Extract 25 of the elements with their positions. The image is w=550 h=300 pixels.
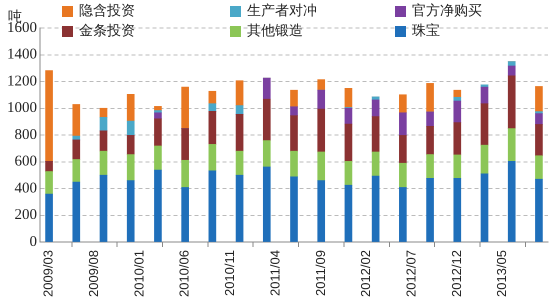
legend-label: 官方净购买: [412, 2, 482, 20]
y-tick-label: 1000: [7, 100, 37, 116]
y-tick-label: 1200: [7, 73, 37, 90]
x-tick-label: 2010/11: [222, 250, 238, 296]
x-tick-label: 2012/12: [448, 250, 464, 298]
x-tick-label: 2009/03: [40, 250, 56, 298]
x-tick-label: 2010/01: [131, 250, 146, 298]
y-tick-label: 200: [14, 207, 37, 224]
x-tick-label: 2012/02: [358, 250, 374, 298]
x-tick-label: 2013/05: [494, 250, 510, 298]
y-tick-label: 800: [14, 126, 37, 143]
x-tick-label: 2009/08: [86, 250, 102, 298]
x-tick-label: 2012/07: [404, 250, 419, 298]
y-tick-label: 0: [30, 234, 37, 250]
y-tick-label: 1400: [7, 46, 37, 63]
legend-label: 其他锻造: [247, 22, 303, 40]
legend-label: 珠宝: [412, 22, 440, 40]
legend-label: 隐含投资: [79, 2, 135, 20]
y-tick-label: 400: [14, 180, 37, 196]
x-tick-label: 2011/04: [267, 250, 282, 296]
x-tick-label: 2010/06: [176, 250, 192, 298]
legend-label: 金条投资: [79, 22, 135, 40]
x-tick-label: 2011/09: [312, 250, 328, 296]
legend-label: 生产者对冲: [247, 2, 317, 20]
y-tick-label: 600: [14, 154, 37, 170]
